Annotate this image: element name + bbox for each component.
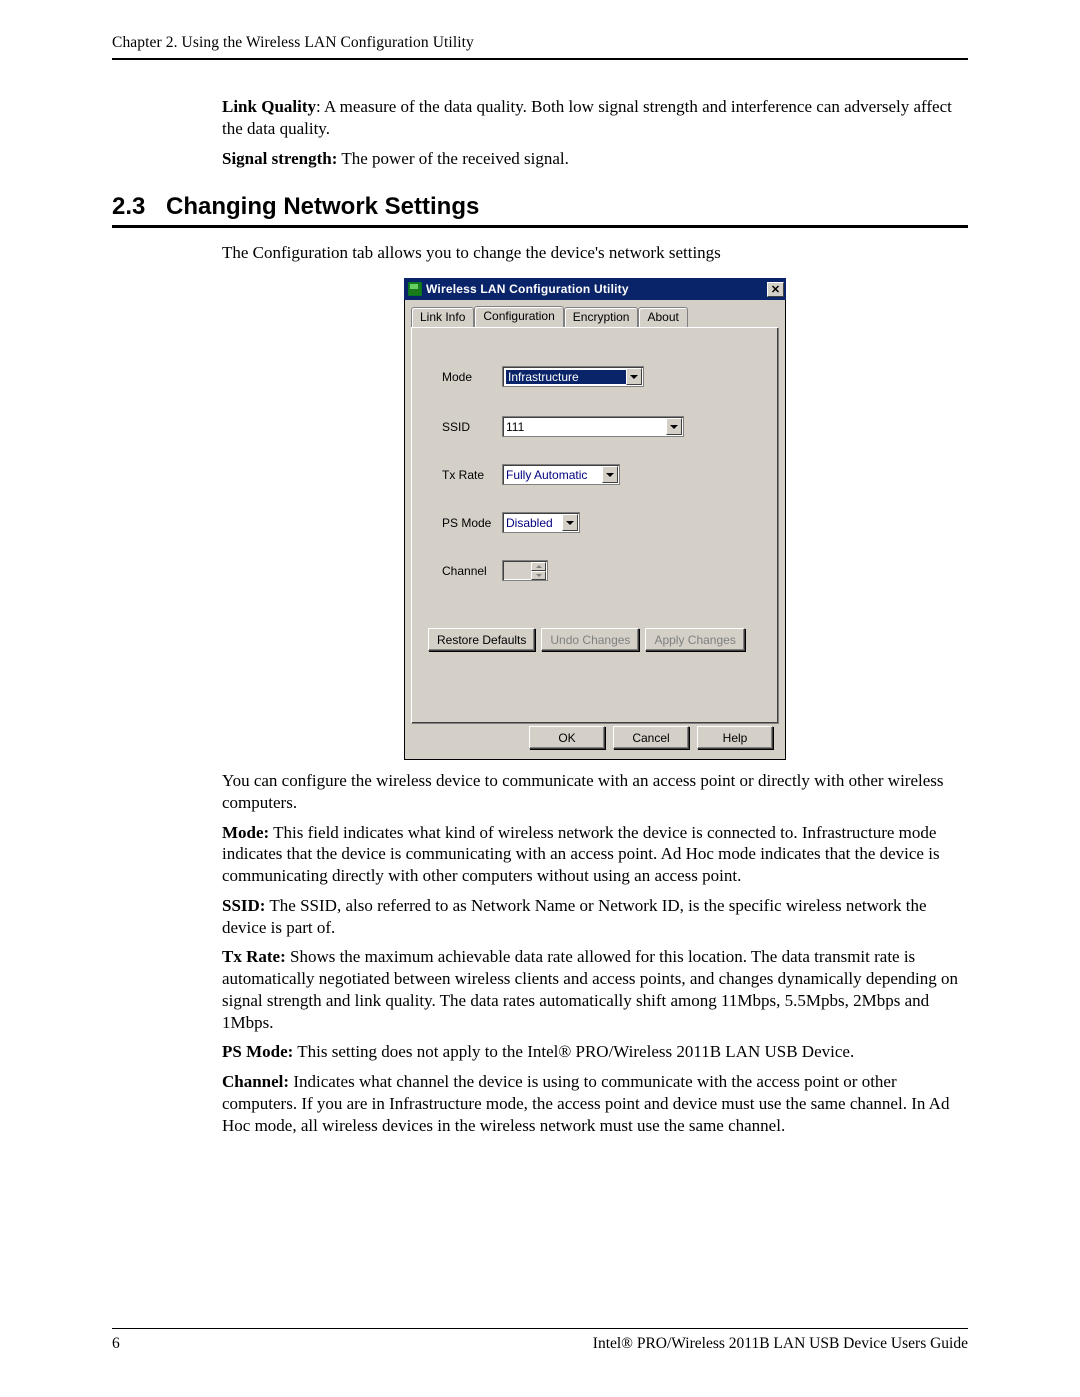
tab-strip: Link Info Configuration Encryption About (405, 300, 785, 327)
section-rule (112, 225, 968, 228)
header-rule (112, 58, 968, 60)
page-number: 6 (112, 1335, 120, 1353)
section-heading: 2.3Changing Network Settings (112, 193, 968, 221)
combo-psmode[interactable]: Disabled (502, 512, 580, 533)
app-icon (408, 282, 422, 296)
row-txrate: Tx Rate Fully Automatic (442, 464, 620, 485)
dialog-body: Link Info Configuration Encryption About… (404, 300, 786, 760)
window-title: Wireless LAN Configuration Utility (426, 282, 767, 296)
combo-mode-value: Infrastructure (506, 370, 626, 384)
tab-configuration[interactable]: Configuration (474, 306, 563, 327)
text-channel: Indicates what channel the device is usi… (222, 1072, 949, 1135)
page-footer: 6 Intel® PRO/Wireless 2011B LAN USB Devi… (112, 1328, 968, 1353)
spinner-channel[interactable] (502, 560, 548, 581)
text-psmode: This setting does not apply to the Intel… (293, 1042, 854, 1061)
button-row-dialog: OK Cancel Help (529, 726, 773, 749)
label-channel: Channel (442, 564, 502, 578)
footer-doc-title: Intel® PRO/Wireless 2011B LAN USB Device… (593, 1335, 968, 1353)
tab-panel-configuration: Mode Infrastructure SSID 111 (411, 327, 779, 724)
ok-button[interactable]: OK (529, 726, 605, 749)
row-psmode: PS Mode Disabled (442, 512, 580, 533)
close-button[interactable]: ✕ (767, 282, 784, 297)
text-signal-strength: The power of the received signal. (337, 149, 568, 168)
titlebar[interactable]: Wireless LAN Configuration Utility ✕ (404, 278, 786, 300)
apply-changes-button[interactable]: Apply Changes (645, 628, 744, 651)
spin-down-icon[interactable] (531, 571, 546, 580)
combo-mode[interactable]: Infrastructure (502, 366, 644, 387)
combo-psmode-value: Disabled (506, 516, 562, 530)
section-title: Changing Network Settings (166, 193, 479, 220)
footer-rule (112, 1328, 968, 1329)
post-channel: Channel: Indicates what channel the devi… (222, 1071, 968, 1136)
term-signal-strength: Signal strength: (222, 149, 337, 168)
definition-signal-strength: Signal strength: The power of the receiv… (222, 148, 968, 170)
text-ssid: The SSID, also referred to as Network Na… (222, 896, 927, 937)
tab-about[interactable]: About (638, 307, 687, 328)
text-mode: This field indicates what kind of wirele… (222, 823, 940, 886)
cancel-button[interactable]: Cancel (613, 726, 689, 749)
term-channel: Channel: (222, 1072, 289, 1091)
section-intro: The Configuration tab allows you to chan… (222, 242, 968, 264)
row-channel: Channel (442, 560, 548, 581)
spin-up-icon[interactable] (531, 562, 546, 571)
row-ssid: SSID 111 (442, 416, 684, 437)
section-number: 2.3 (112, 193, 166, 221)
chevron-down-icon[interactable] (602, 466, 618, 483)
tab-link-info[interactable]: Link Info (411, 307, 474, 328)
term-link-quality: Link Quality (222, 97, 316, 116)
row-mode: Mode Infrastructure (442, 366, 644, 387)
text-link-quality: : A measure of the data quality. Both lo… (222, 97, 952, 138)
help-button[interactable]: Help (697, 726, 773, 749)
chapter-header: Chapter 2. Using the Wireless LAN Config… (112, 34, 968, 52)
label-mode: Mode (442, 370, 502, 384)
post-psmode: PS Mode: This setting does not apply to … (222, 1041, 968, 1063)
config-dialog: Wireless LAN Configuration Utility ✕ Lin… (404, 278, 786, 760)
tab-encryption[interactable]: Encryption (564, 307, 639, 328)
term-mode: Mode: (222, 823, 269, 842)
term-ssid: SSID: (222, 896, 265, 915)
restore-defaults-button[interactable]: Restore Defaults (428, 628, 535, 651)
post-mode: Mode: This field indicates what kind of … (222, 822, 968, 887)
post-txrate: Tx Rate: Shows the maximum achievable da… (222, 946, 968, 1033)
text-txrate: Shows the maximum achievable data rate a… (222, 947, 958, 1031)
term-txrate: Tx Rate: (222, 947, 286, 966)
combo-ssid-value: 111 (506, 420, 666, 434)
chevron-down-icon[interactable] (562, 514, 578, 531)
post-p1: You can configure the wireless device to… (222, 770, 968, 814)
term-psmode: PS Mode: (222, 1042, 293, 1061)
chevron-down-icon[interactable] (626, 368, 642, 385)
label-txrate: Tx Rate (442, 468, 502, 482)
definition-link-quality: Link Quality: A measure of the data qual… (222, 96, 968, 140)
chevron-down-icon[interactable] (666, 418, 682, 435)
post-ssid: SSID: The SSID, also referred to as Netw… (222, 895, 968, 939)
undo-changes-button[interactable]: Undo Changes (541, 628, 639, 651)
button-row-changes: Restore Defaults Undo Changes Apply Chan… (428, 628, 745, 651)
combo-txrate[interactable]: Fully Automatic (502, 464, 620, 485)
combo-txrate-value: Fully Automatic (506, 468, 602, 482)
label-psmode: PS Mode (442, 516, 502, 530)
combo-ssid[interactable]: 111 (502, 416, 684, 437)
label-ssid: SSID (442, 420, 502, 434)
